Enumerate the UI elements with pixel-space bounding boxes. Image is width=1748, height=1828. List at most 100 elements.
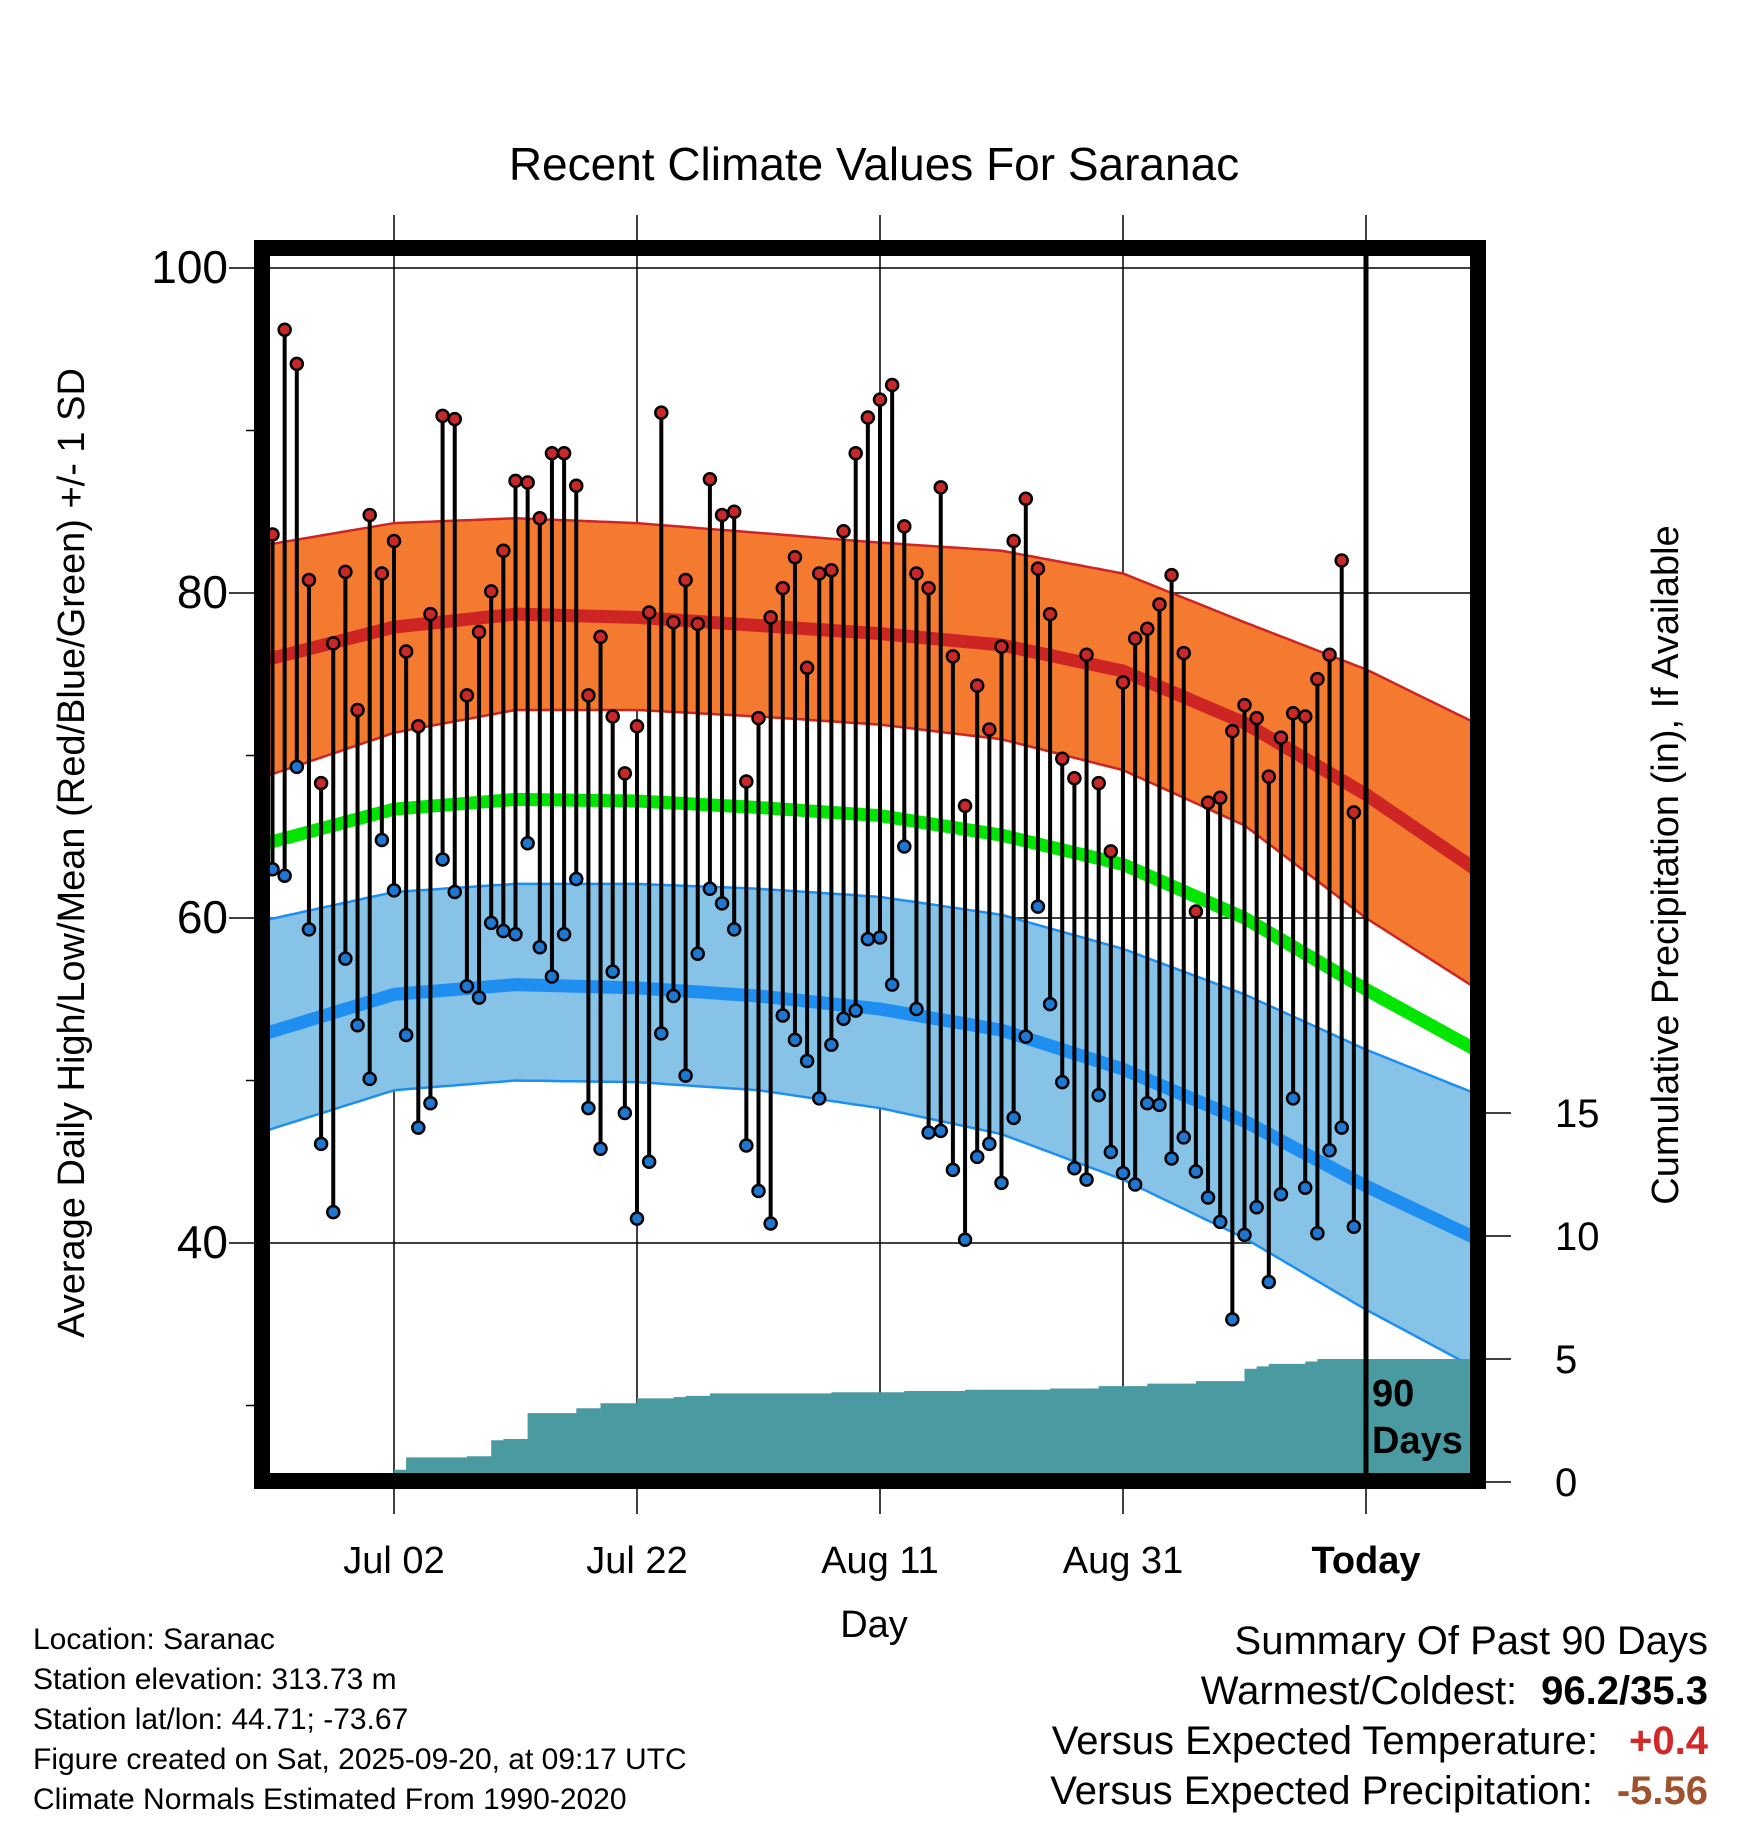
daily-high-point (1176, 645, 1191, 661)
daily-high-point (556, 446, 572, 461)
daily-high-point (751, 710, 766, 726)
daily-high-point (1055, 751, 1070, 766)
daily-high-point (1322, 647, 1337, 662)
y2-tick-label: 10 (1555, 1215, 1600, 1259)
daily-low-point (581, 1100, 596, 1116)
daily-high-point (1030, 561, 1046, 576)
x-tick-label: Aug 11 (821, 1540, 939, 1582)
x-tick-label: Jul 22 (586, 1540, 687, 1582)
daily-high-point (532, 511, 548, 526)
daily-high-point (714, 507, 730, 523)
y2-tick-label: 0 (1555, 1461, 1577, 1505)
daily-high-point (957, 798, 973, 814)
daily-high-point (872, 392, 888, 407)
created-text: Figure created on Sat, 2025-09-20, at 09… (33, 1743, 687, 1776)
daily-low-point (836, 1011, 851, 1026)
daily-high-point (1249, 710, 1264, 726)
daily-high-point (1225, 723, 1240, 739)
daily-high-point (824, 563, 839, 578)
daily-low-point (544, 969, 560, 984)
daily-high-point (411, 719, 426, 734)
daily-high-point (289, 356, 305, 372)
summary-panel: Summary Of Past 90 Days Warmest/Coldest:… (1050, 1616, 1708, 1816)
y-axis-label: Average Daily High/Low/Mean (Red/Blue/Gr… (51, 368, 93, 1338)
precip-cumulative-area (369, 1359, 1478, 1481)
daily-low-point (945, 1162, 961, 1178)
daily-high-point (1237, 697, 1252, 713)
daily-high-point (763, 610, 778, 625)
daily-low-point (326, 1204, 341, 1220)
daily-low-point (313, 1136, 329, 1152)
plot-frame (254, 240, 1486, 1489)
daily-low-point (690, 946, 705, 961)
daily-low-point (386, 883, 402, 898)
daily-high-point (982, 722, 997, 737)
daily-low-point (1273, 1187, 1289, 1202)
daily-high-point (1079, 647, 1094, 662)
daily-low-point (969, 1149, 985, 1165)
daily-low-point (872, 930, 888, 945)
daily-high-point (1152, 597, 1167, 612)
daily-high-point (581, 688, 596, 703)
daily-low-point (1079, 1172, 1094, 1187)
daily-high-point (775, 580, 791, 596)
daily-high-point (362, 507, 377, 523)
daily-high-point (1091, 775, 1106, 791)
chart-title: Recent Climate Values For Saranac (509, 138, 1239, 190)
daily-low-point (459, 979, 475, 994)
daily-high-point (860, 410, 876, 425)
elevation-text: Station elevation: 313.73 m (33, 1663, 397, 1696)
daily-low-point (1164, 1151, 1179, 1166)
daily-high-point (1127, 631, 1143, 646)
daily-low-point (1225, 1312, 1240, 1327)
daily-high-point (1115, 675, 1131, 690)
daily-high-point (787, 550, 803, 565)
daily-high-point (799, 660, 815, 675)
warm-cold-value: 96.2/35.3 (1541, 1669, 1708, 1713)
chart-axes: Jul 02 Jul 22 Aug 11 Aug 31 Today10080604015… (51, 215, 1687, 1646)
daily-high-point (1334, 553, 1349, 568)
daily-low-point (1346, 1219, 1362, 1234)
summary-precip: Versus Expected Precipitation: -5.56 (1050, 1766, 1708, 1816)
daily-low-point (617, 1105, 633, 1121)
daily-low-point (860, 931, 876, 947)
daily-high-point (435, 408, 450, 424)
precip-deviation-label: Versus Expected Precipitation: (1050, 1769, 1593, 1813)
daily-high-point (605, 709, 620, 724)
x-tick-label: Jul 02 (343, 1540, 444, 1582)
daily-high-point (1103, 844, 1119, 859)
daily-high-point (836, 524, 851, 539)
daily-high-point (423, 606, 438, 622)
daily-low-point (1200, 1190, 1216, 1205)
daily-high-point (313, 775, 329, 791)
daily-high-point (520, 475, 535, 490)
daily-low-point (666, 988, 681, 1004)
daily-low-point (812, 1091, 827, 1106)
daily-low-point (763, 1216, 778, 1231)
daily-low-point (1212, 1214, 1228, 1230)
daily-high-point (884, 377, 900, 393)
daily-high-point (994, 639, 1009, 654)
daily-high-point (569, 478, 584, 493)
daily-low-point (933, 1123, 948, 1139)
daily-high-point (617, 766, 633, 781)
daily-low-point (1042, 996, 1058, 1012)
daily-low-point (1310, 1226, 1325, 1241)
daily-high-point (277, 322, 292, 337)
daily-low-point (641, 1154, 657, 1169)
daily-low-point (496, 923, 511, 939)
daily-low-point (787, 1032, 803, 1048)
daily-high-point (508, 473, 523, 489)
daily-high-point (933, 480, 948, 495)
latlon-text: Station lat/lon: 44.71; -73.67 (33, 1703, 409, 1736)
daily-high-point (848, 446, 863, 461)
daily-high-point (1164, 567, 1179, 583)
daily-low-point (751, 1183, 766, 1199)
daily-high-point (1006, 533, 1021, 549)
daily-high-point (1067, 771, 1082, 786)
daily-high-point (1212, 790, 1228, 805)
daily-high-point (1285, 706, 1301, 721)
daily-high-point (471, 624, 487, 640)
daily-high-point (678, 572, 693, 588)
